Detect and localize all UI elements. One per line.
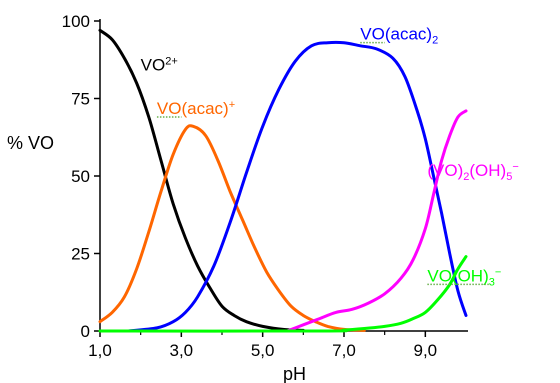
series-line-3 — [285, 109, 468, 333]
x-tick-label: 3,0 — [170, 341, 194, 360]
series-label-1: VO(acac)+ — [157, 99, 235, 118]
tick-labels: 0 25 50 75 100 1,0 3,0 5,0 7,0 9,0 — [62, 12, 438, 360]
series-lines — [98, 28, 468, 333]
series-labels: VO2+ VO(acac)+ VO(acac)2 (VO)2(OH)5− VO(OH)3… — [141, 25, 519, 289]
x-tick-label: 1,0 — [88, 341, 112, 360]
x-tick-label: 7,0 — [332, 341, 356, 360]
series-label-4: VO(OH)3− — [427, 266, 501, 288]
series-label-3: (VO)2(OH)5− — [427, 161, 518, 183]
series-label-2: VO(acac)2 — [360, 25, 438, 47]
y-tick-label: 100 — [62, 12, 90, 31]
series-label-0: VO2+ — [141, 56, 178, 75]
x-axis-label: pH — [283, 364, 306, 383]
y-tick-label: 0 — [81, 322, 90, 341]
series-line-1 — [98, 124, 366, 332]
x-tick-label: 9,0 — [414, 341, 438, 360]
y-axis-label: % VO — [7, 133, 54, 153]
series-line-0 — [98, 28, 305, 332]
y-tick-label: 50 — [71, 167, 90, 186]
series-line-2 — [127, 40, 468, 333]
y-tick-label: 25 — [71, 245, 90, 264]
x-tick-label: 5,0 — [251, 341, 275, 360]
y-tick-label: 75 — [71, 90, 90, 109]
